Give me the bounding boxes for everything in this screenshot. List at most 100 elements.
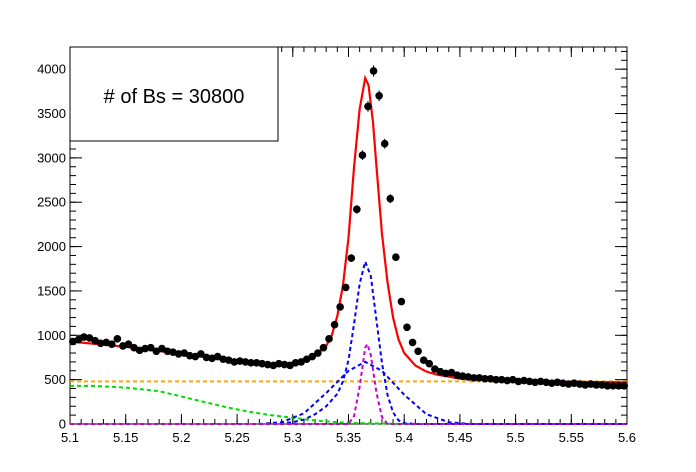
data-point [96, 339, 105, 348]
data-point [419, 356, 428, 364]
data-point [553, 378, 562, 387]
stat-box-frame [69, 46, 279, 142]
data-point [542, 378, 551, 387]
data-point [252, 358, 261, 367]
x-tick-label: 5.3 [284, 430, 302, 445]
data-point [403, 323, 411, 332]
data-point [347, 254, 356, 262]
data-point [603, 382, 612, 390]
data-point [453, 371, 461, 380]
data-point [341, 283, 350, 292]
data-point [314, 349, 322, 357]
stat-box-text: # of Bs = 30800 [104, 86, 245, 108]
data-point [330, 320, 339, 329]
data-point [336, 303, 344, 311]
data-point [197, 350, 205, 358]
data-point [531, 378, 539, 387]
signal-main-curve [70, 258, 627, 425]
data-point [481, 374, 489, 383]
data-point [263, 360, 272, 369]
data-point [586, 380, 595, 388]
data-point [609, 382, 617, 390]
data-point [364, 102, 372, 111]
data-point [107, 340, 116, 348]
data-point [514, 377, 523, 386]
x-tick-label: 5.35 [336, 430, 361, 445]
x-tick-label: 5.2 [172, 430, 190, 445]
data-point [230, 358, 239, 366]
data-point [525, 377, 534, 386]
x-tick-label: 5.25 [224, 430, 249, 445]
data-point [163, 347, 172, 356]
y-tick-label: 3500 [37, 106, 66, 121]
data-point [598, 381, 606, 389]
data-point [375, 91, 383, 100]
y-axis: 0 500 1000 1500 2000 2500 3000 3500 4000 [37, 50, 627, 432]
data-point [325, 335, 333, 343]
data-point [202, 353, 211, 362]
data-points-layer [68, 65, 629, 390]
partial-reco-curve [70, 384, 627, 425]
data-point [124, 340, 133, 348]
data-point [492, 375, 500, 384]
x-tick-label: 5.55 [559, 430, 584, 445]
y-tick-label: 4000 [37, 62, 66, 77]
x-tick-label: 5.6 [618, 430, 636, 445]
data-point [275, 359, 283, 368]
x-tick-label: 5.4 [395, 430, 413, 445]
data-point [113, 335, 122, 343]
data-point [575, 380, 584, 388]
data-point [570, 379, 578, 387]
x-tick-label: 5.15 [113, 430, 138, 445]
y-tick-label: 0 [59, 417, 66, 432]
data-point [425, 359, 434, 368]
data-point [369, 67, 378, 75]
data-point [592, 381, 601, 389]
data-point [397, 297, 406, 306]
data-point [503, 376, 512, 385]
data-point [458, 372, 467, 380]
data-point [536, 377, 545, 386]
y-tick-label: 2500 [37, 195, 66, 210]
data-point [414, 347, 422, 356]
data-point [247, 358, 255, 367]
stat-box: # of Bs = 30800 [69, 46, 279, 142]
data-point [185, 351, 194, 360]
x-tick-label: 5.1 [61, 430, 79, 445]
data-point [581, 381, 590, 389]
data-point [141, 344, 149, 353]
data-point [475, 374, 484, 382]
data-point [291, 358, 300, 367]
data-point [620, 382, 629, 390]
x-tick-label: 5.45 [447, 430, 472, 445]
data-point [308, 352, 317, 361]
data-point [280, 360, 289, 369]
data-point [392, 253, 400, 262]
data-point [548, 379, 556, 387]
x-tick-label: 5.5 [507, 430, 525, 445]
data-point [358, 151, 367, 160]
y-tick-label: 1500 [37, 283, 66, 298]
data-point [174, 350, 183, 358]
data-point [219, 355, 227, 364]
data-point [353, 205, 361, 214]
data-point [408, 338, 417, 347]
y-tick-label: 1000 [37, 328, 66, 343]
data-point [319, 343, 328, 352]
data-point [564, 380, 573, 388]
data-point [470, 374, 478, 382]
data-point [80, 333, 88, 341]
data-point [236, 357, 244, 365]
data-point [520, 376, 528, 385]
data-point [614, 382, 623, 390]
data-point [241, 358, 250, 366]
data-point [442, 369, 450, 378]
data-point [464, 373, 473, 381]
data-point [146, 343, 155, 352]
data-point [380, 139, 389, 148]
y-tick-label: 2000 [37, 239, 66, 254]
y-tick-label: 500 [44, 372, 66, 387]
data-point [258, 359, 266, 368]
data-point [386, 194, 395, 203]
